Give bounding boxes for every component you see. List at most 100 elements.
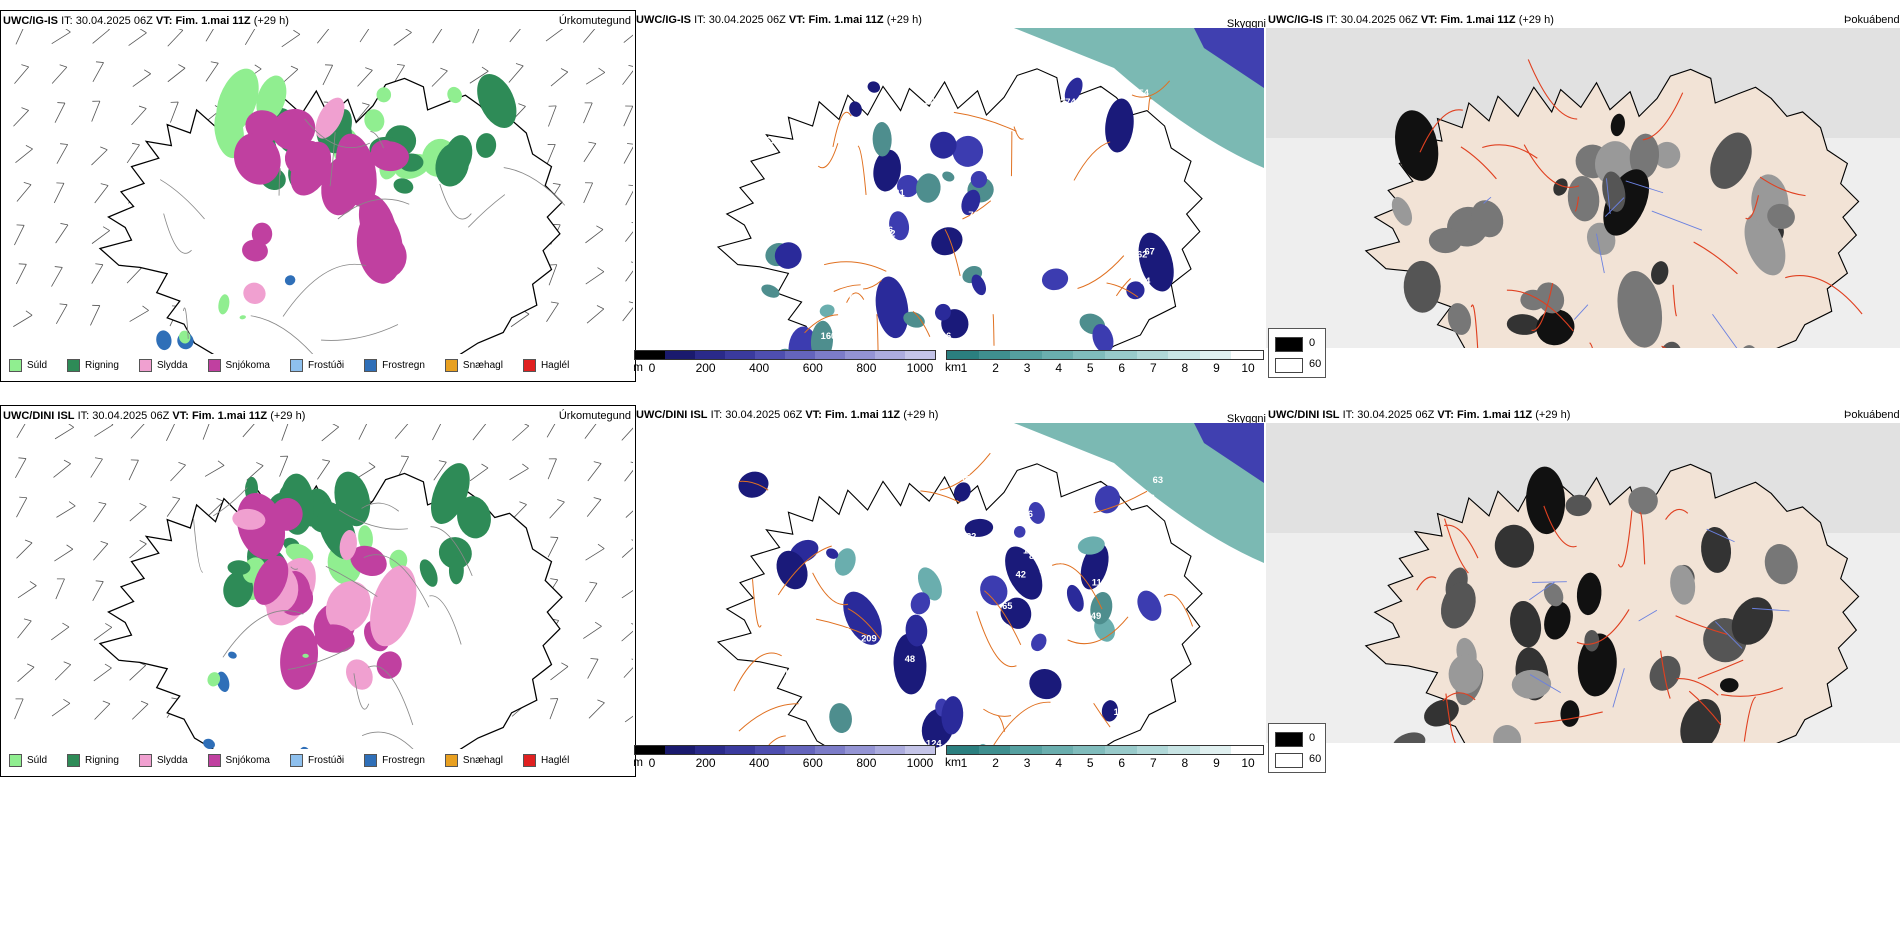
cloud-base-value: 118 [951, 684, 966, 694]
road [1576, 609, 1630, 645]
colorbar-tick: 10 [1241, 361, 1255, 375]
river [1573, 304, 1589, 320]
legend-item: Rigning [59, 358, 119, 372]
snow-area [368, 235, 407, 279]
low-cloud-area [1194, 423, 1264, 483]
model-name: UWC/IG-IS [636, 14, 691, 26]
cloud-base-value: 62 [794, 184, 804, 194]
wind-barb [546, 301, 559, 322]
wind-barb [623, 658, 633, 678]
road [1506, 289, 1574, 332]
wind-barb [583, 29, 598, 43]
road [1693, 241, 1738, 275]
rain-area [448, 556, 464, 585]
low-visibility-area [1014, 423, 1264, 563]
colorbar-tick: 4 [1055, 756, 1062, 770]
wind-barb [54, 544, 74, 562]
cloud-base-value: 46 [960, 472, 970, 482]
cloud-area [916, 173, 941, 203]
colorbar-cell [1073, 351, 1105, 359]
wind-barb [624, 708, 633, 723]
cloud-area [952, 135, 984, 167]
legend-item: Rigning [59, 753, 119, 767]
colorbar-tick: 5 [1086, 361, 1094, 375]
cloud-base-value: 60 [857, 663, 867, 673]
snow-area [350, 545, 387, 577]
valid-time: Fim. 1.mai 11Z [1456, 409, 1533, 421]
precip-type-panel: UWC/DINI ISL IT: 30.04.2025 06Z VT: Fim.… [0, 405, 636, 777]
road [738, 703, 799, 732]
wind-barb [129, 502, 147, 522]
cloud-base-value: 48 [905, 654, 915, 664]
wind-barb [55, 223, 69, 244]
wind-barb [93, 663, 112, 682]
colorbar-cell [905, 351, 935, 359]
fog-area [1553, 178, 1568, 196]
wind-barb [587, 461, 602, 482]
rain-area [435, 142, 470, 187]
colorbar-cell [725, 746, 755, 754]
colorbar-tick: 600 [802, 361, 823, 375]
fog-area [1719, 678, 1739, 693]
river [1714, 621, 1743, 649]
legend-item: Súld [1, 753, 47, 767]
cloud-area [1105, 98, 1134, 153]
cloud-area [1005, 546, 1043, 600]
colorbar-cell [695, 351, 725, 359]
wind-barb [621, 424, 633, 441]
cloud-base-value: 63 [1074, 695, 1084, 705]
road [1147, 96, 1152, 111]
wind-barb [622, 301, 633, 322]
wind-barb [129, 540, 147, 559]
snow-area [280, 625, 318, 690]
road [1470, 304, 1479, 348]
wind-barb [128, 459, 139, 481]
cloud-base-colorbar: m 0 200 400 600 800 1000 [634, 350, 936, 375]
road [1527, 59, 1578, 120]
cloud-base-value: 202 [919, 204, 935, 214]
colorbar-cell [665, 351, 695, 359]
wind-barb [546, 143, 556, 165]
wind-barb [202, 424, 212, 440]
cloud-base-value: 54 [970, 101, 981, 111]
cloud-area [761, 284, 780, 298]
road [1745, 195, 1760, 220]
cloud-base-value: 51 [1022, 291, 1032, 301]
rain-area [358, 525, 373, 551]
legend-swatch [289, 358, 303, 372]
cloud-base-value: 114 [1074, 698, 1090, 708]
cloud-area [1092, 323, 1114, 354]
legend-swatch [67, 753, 81, 767]
snow-area [339, 530, 357, 561]
wind-barb [16, 539, 33, 559]
lead-time: (+29 h) [270, 410, 306, 422]
wind-barb [398, 455, 409, 477]
colorbar-ticks: 1 2 3 4 5 6 7 8 9 10 [946, 755, 1264, 770]
cloud-base-value: 89 [1133, 186, 1143, 196]
river [1712, 313, 1738, 348]
fog-area [1494, 524, 1535, 568]
cloud-area [1101, 700, 1119, 722]
road [329, 132, 336, 187]
legend-swatch [289, 753, 303, 767]
cloud-base-value: 66 [941, 331, 951, 341]
fog-area [1391, 196, 1413, 226]
legend-item: Frostúði [282, 753, 344, 767]
cloud-area [1066, 584, 1084, 612]
cloud-base-value: 81 [919, 138, 929, 148]
road [1589, 342, 1593, 348]
cloud-area [896, 175, 919, 198]
wind-barb [54, 661, 72, 681]
wind-barb [51, 29, 71, 45]
colorbar-cell [785, 746, 815, 754]
cloud-base-map: 122 131 89 62 51 66 57 47 52 54 57 51 53 58 110 66 105 52… [716, 28, 1264, 358]
wind-barb [509, 463, 529, 481]
cloud-base-value: 54 [1051, 147, 1062, 157]
cloud-base-value: 66 [915, 532, 925, 542]
issue-time-label: IT: [710, 409, 723, 421]
wind-barb [167, 29, 184, 47]
colorbar-cell [1073, 746, 1105, 754]
valid-time-label: VT: [805, 409, 822, 421]
cloud-area [941, 696, 964, 735]
road [1419, 109, 1463, 153]
